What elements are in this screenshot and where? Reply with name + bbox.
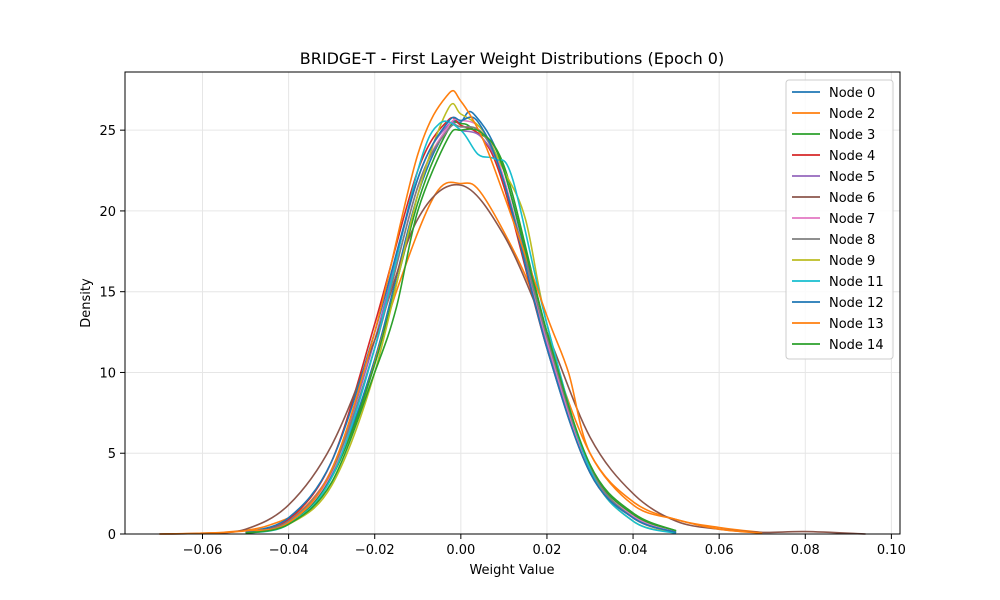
x-axis-label: Weight Value — [469, 563, 554, 578]
legend-box — [785, 79, 894, 360]
legend-label-node-4: Node 4 — [829, 149, 875, 164]
x-tick-label: 0.04 — [619, 543, 648, 558]
legend-label-node-7: Node 7 — [829, 212, 875, 227]
x-axis: −0.06 −0.04 −0.02 0.00 0.02 0.04 0.06 0.08 0.10 — [183, 534, 906, 558]
y-tick-label: 5 — [108, 447, 116, 462]
legend-label-node-3: Node 3 — [829, 128, 875, 143]
y-tick-label: 10 — [99, 366, 116, 381]
legend-label-node-12: Node 12 — [829, 296, 884, 311]
x-tick-label: −0.06 — [183, 543, 223, 558]
chart-title: BRIDGE-T - First Layer Weight Distributi… — [300, 49, 724, 68]
y-tick-label: 0 — [108, 528, 116, 543]
legend-label-node-9: Node 9 — [829, 254, 875, 269]
y-tick-label: 25 — [99, 124, 116, 139]
legend-label-node-0: Node 0 — [829, 86, 875, 101]
series-line-node-12 — [245, 116, 677, 534]
plot-frame — [124, 71, 901, 535]
series-line-node-13 — [159, 90, 763, 535]
legend-label-node-14: Node 14 — [829, 338, 884, 353]
legend: Node 0 Node 2 Node 3 Node 4 Node 5 Node 6 Node… — [785, 79, 894, 360]
x-tick-label: 0.06 — [705, 543, 734, 558]
legend-label-node-5: Node 5 — [829, 170, 875, 185]
legend-label-node-2: Node 2 — [829, 107, 875, 122]
legend-label-node-13: Node 13 — [829, 317, 884, 332]
x-tick-label: 0.10 — [877, 543, 906, 558]
series-line-node-14 — [245, 128, 677, 534]
x-tick-label: −0.04 — [269, 543, 309, 558]
legend-label-node-6: Node 6 — [829, 191, 875, 206]
y-axis: 0 5 10 15 20 25 — [99, 124, 125, 543]
x-tick-label: −0.02 — [355, 543, 395, 558]
series-layer — [159, 90, 866, 535]
legend-label-node-11: Node 11 — [829, 275, 884, 290]
y-axis-label: Density — [79, 278, 94, 328]
y-tick-label: 20 — [99, 205, 116, 220]
x-tick-label: 0.02 — [532, 543, 561, 558]
y-tick-label: 15 — [99, 286, 116, 301]
x-tick-label: 0.08 — [791, 543, 820, 558]
x-tick-label: 0.00 — [446, 543, 475, 558]
legend-label-node-8: Node 8 — [829, 233, 875, 248]
